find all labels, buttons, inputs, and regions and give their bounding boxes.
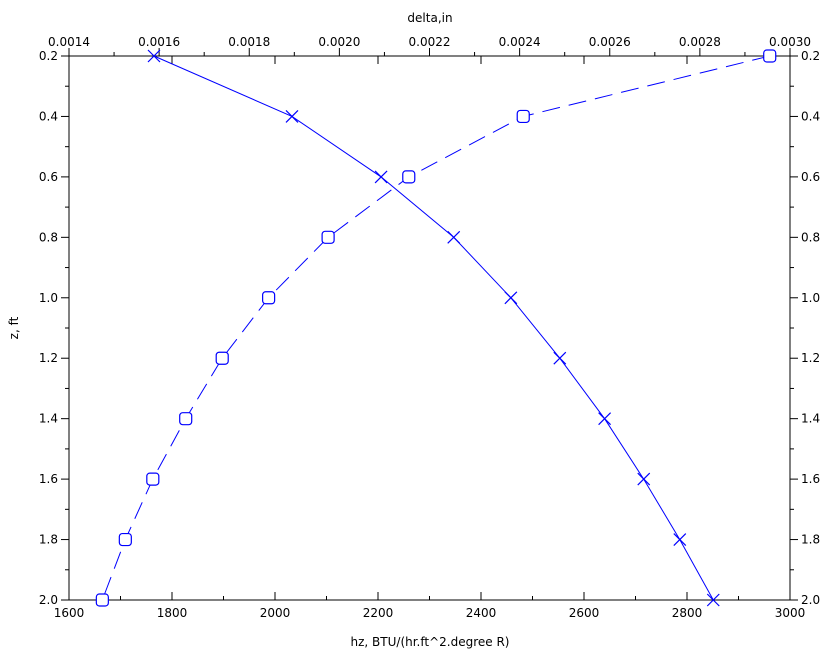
x2-tick-label: 0.0030 [769, 35, 811, 49]
series-point-square-marker [118, 532, 132, 547]
x-tick-label: 2400 [466, 606, 497, 620]
series-point-x-marker [706, 593, 720, 607]
y-tick-label: 1.8 [39, 533, 58, 547]
x2-tick-label: 0.0026 [589, 35, 631, 49]
series-point-square-marker [516, 109, 530, 124]
series-point-x-marker [374, 170, 388, 184]
series-point-x-marker [637, 472, 651, 486]
marker-stroke [553, 351, 567, 365]
y-tick-label: 0.4 [39, 109, 58, 123]
y-tick-label-right: 0.4 [801, 109, 820, 123]
y-tick-label-right: 0.8 [801, 230, 820, 244]
y-tick-label-right: 2.0 [801, 593, 820, 607]
series-layer [95, 49, 777, 607]
x2-tick-label: 0.0014 [48, 35, 90, 49]
series-point-square-marker [321, 230, 335, 244]
y-tick-label-right: 1.4 [801, 412, 820, 426]
marker-stroke [374, 170, 388, 184]
series-point-square-marker [95, 593, 109, 607]
x2-tick-label: 0.0018 [228, 35, 270, 49]
plot-frame [68, 55, 791, 601]
y-tick-label-right: 0.2 [801, 49, 820, 63]
series-point-square-marker [215, 351, 229, 365]
x2-tick-label: 0.0016 [138, 35, 180, 49]
x-tick-label: 3000 [775, 606, 806, 620]
series-point-x-marker [504, 291, 518, 305]
x2-axis-title: delta,in [407, 11, 452, 25]
series-point-x-marker [553, 351, 567, 365]
y-tick-label-right: 1.0 [801, 291, 820, 305]
x-tick-label: 1800 [157, 606, 188, 620]
y-tick-label: 0.6 [39, 170, 58, 184]
series-point-square-marker [146, 472, 160, 486]
y-tick-label: 1.4 [39, 412, 58, 426]
y-tick-label-right: 1.2 [801, 351, 820, 365]
series-point-square-marker [402, 170, 416, 184]
x2-tick-label: 0.0028 [679, 35, 721, 49]
x-tick-label: 1600 [54, 606, 85, 620]
x-tick-label: 2200 [363, 606, 394, 620]
y-tick-label-right: 1.8 [801, 533, 820, 547]
x-tick-label: 2000 [260, 606, 291, 620]
series-point-x-marker [447, 230, 461, 244]
marker-stroke [637, 472, 651, 486]
marker-stroke [285, 110, 299, 123]
series-line-solid [153, 55, 714, 601]
series-point-x-marker [285, 110, 299, 123]
y-tick-label-right: 0.6 [801, 170, 820, 184]
y-tick-label: 1.2 [39, 351, 58, 365]
x2-tick-label: 0.0020 [318, 35, 360, 49]
series-line-dashed [101, 55, 770, 601]
series-point-x-marker [147, 49, 161, 63]
series-point-square-marker [763, 49, 777, 63]
x-tick-label: 2800 [672, 606, 703, 620]
series-point-square-marker [262, 291, 276, 305]
x2-tick-label: 0.0022 [409, 35, 451, 49]
series-point-x-marker [673, 533, 687, 546]
marker-stroke [706, 593, 720, 607]
series-point-x-marker [598, 412, 612, 426]
marker-stroke [147, 49, 161, 63]
y-tick-label: 0.8 [39, 230, 58, 244]
x2-tick-label: 0.0024 [499, 35, 541, 49]
x-axis-title: hz, BTU/(hr.ft^2.degree R) [351, 635, 510, 649]
marker-stroke [598, 412, 612, 426]
y-tick-label-right: 1.6 [801, 472, 820, 486]
marker-stroke [447, 230, 461, 244]
y-tick-label: 1.6 [39, 472, 58, 486]
x-tick-label: 2600 [569, 606, 600, 620]
y-tick-label: 1.0 [39, 291, 58, 305]
y-tick-label: 2.0 [39, 593, 58, 607]
y-axis-title: z, ft [7, 316, 21, 339]
y-tick-label: 0.2 [39, 49, 58, 63]
series-point-square-marker [179, 412, 193, 426]
marker-stroke [504, 291, 518, 305]
marker-stroke [673, 533, 687, 546]
